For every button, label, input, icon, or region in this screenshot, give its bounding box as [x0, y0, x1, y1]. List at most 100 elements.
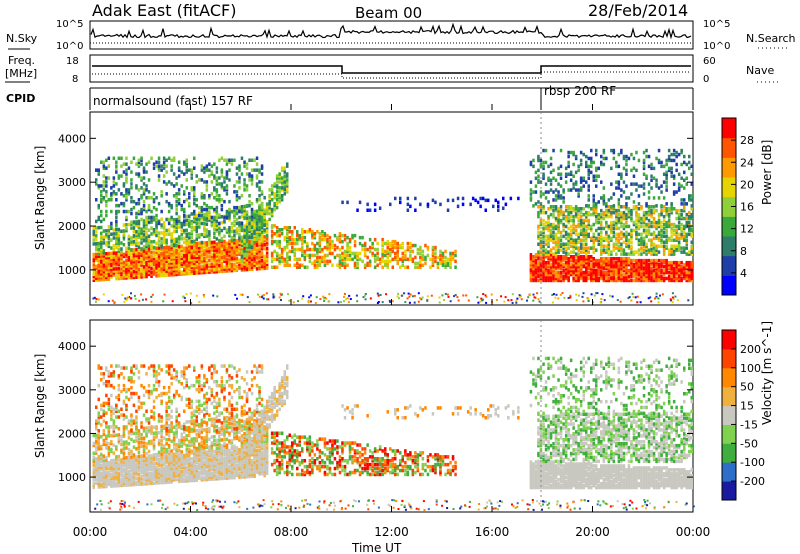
echo-cell — [600, 222, 603, 227]
echo-cell — [233, 243, 236, 247]
echo-cell — [205, 230, 209, 234]
echo-cell — [336, 263, 339, 267]
echo-cell — [112, 156, 116, 160]
echo-cell — [590, 170, 593, 175]
echo-cell — [127, 190, 131, 194]
echo-cell — [640, 270, 643, 275]
echo-cell — [210, 248, 214, 252]
echo-cell — [155, 219, 158, 224]
echo-cell — [537, 178, 540, 182]
echo-cell — [243, 249, 246, 253]
echo-cell — [190, 188, 193, 192]
echo-cell — [615, 208, 618, 213]
echo-cell — [248, 245, 251, 249]
echo-cell — [675, 248, 678, 252]
echo-cell — [323, 237, 327, 242]
echo-cell — [333, 255, 337, 260]
echo-cell — [115, 228, 118, 232]
echo-cell — [203, 201, 206, 206]
echo-cell — [97, 254, 100, 258]
echo-cell — [185, 198, 188, 202]
echo-cell — [567, 278, 570, 283]
echo-cell — [449, 261, 452, 266]
echo-cell — [210, 221, 214, 226]
echo-cell — [261, 294, 264, 297]
echo-cell — [647, 208, 651, 213]
echo-cell — [275, 253, 279, 258]
echo-cell — [645, 260, 648, 265]
echo-cell — [605, 238, 608, 242]
echo-cell — [587, 266, 590, 271]
echo-cell — [172, 172, 176, 176]
echo-cell — [225, 215, 229, 220]
echo-cell — [248, 194, 251, 198]
echo-cell — [632, 207, 636, 211]
echo-cell — [544, 210, 548, 215]
echo-cell — [672, 222, 676, 227]
echo-cell — [273, 232, 276, 236]
echo-cell — [582, 176, 585, 180]
echo-cell — [142, 249, 146, 253]
echo-cell — [642, 258, 646, 263]
echo-cell — [100, 278, 103, 282]
echo-cell — [223, 239, 226, 244]
echo-cell — [270, 253, 274, 258]
echo-cell — [260, 207, 264, 212]
echo-cell — [228, 207, 231, 212]
echo-cell — [632, 174, 636, 178]
echo-cell — [671, 292, 674, 295]
echo-cell — [572, 257, 575, 261]
echo-cell — [298, 263, 301, 267]
echo-cell — [579, 250, 583, 254]
echo-cell — [675, 150, 678, 155]
echo-cell — [362, 296, 365, 299]
echo-cell — [625, 257, 628, 261]
echo-cell — [243, 266, 246, 270]
echo-cell — [220, 220, 224, 225]
echo-cell — [670, 270, 673, 275]
echo-cell — [597, 200, 600, 204]
echo-cell — [325, 297, 328, 300]
echo-cell — [670, 234, 673, 239]
echo-cell — [225, 228, 229, 232]
echo-cell — [595, 272, 598, 277]
echo-cell — [255, 162, 259, 166]
echo-cell — [552, 274, 555, 279]
echo-cell — [595, 178, 598, 182]
echo-cell — [95, 230, 98, 234]
echo-cell — [127, 268, 131, 272]
echo-cell — [567, 212, 570, 217]
echo-cell — [675, 224, 678, 229]
echo-cell — [632, 258, 636, 263]
echo-cell — [102, 217, 106, 222]
echo-cell — [278, 259, 281, 264]
echo-cell — [92, 238, 95, 242]
echo-cell — [92, 297, 95, 300]
echo-cell — [120, 260, 123, 265]
echo-cell — [579, 222, 583, 227]
echo-cell — [185, 272, 188, 276]
echo-cell — [228, 259, 231, 263]
echo-cell — [389, 301, 392, 303]
echo-cell — [228, 241, 231, 245]
echo-cell — [569, 224, 573, 229]
echo-cell — [255, 182, 259, 186]
echo-cell — [579, 276, 583, 281]
echo-cell — [441, 259, 445, 264]
echo-cell — [167, 203, 171, 208]
echo-cell — [245, 256, 249, 260]
echo-cell — [672, 228, 676, 233]
echo-cell — [130, 226, 133, 230]
echo-cell — [630, 228, 633, 233]
echo-cell — [125, 246, 128, 251]
echo-cell — [675, 268, 678, 273]
echo-cell — [117, 257, 121, 261]
echo-cell — [549, 262, 553, 267]
echo-cell — [617, 274, 621, 279]
echo-cell — [672, 262, 676, 267]
echo-cell — [240, 156, 244, 160]
echo-cell — [238, 225, 241, 229]
echo-cell — [175, 251, 178, 255]
echo-cell — [642, 236, 646, 241]
